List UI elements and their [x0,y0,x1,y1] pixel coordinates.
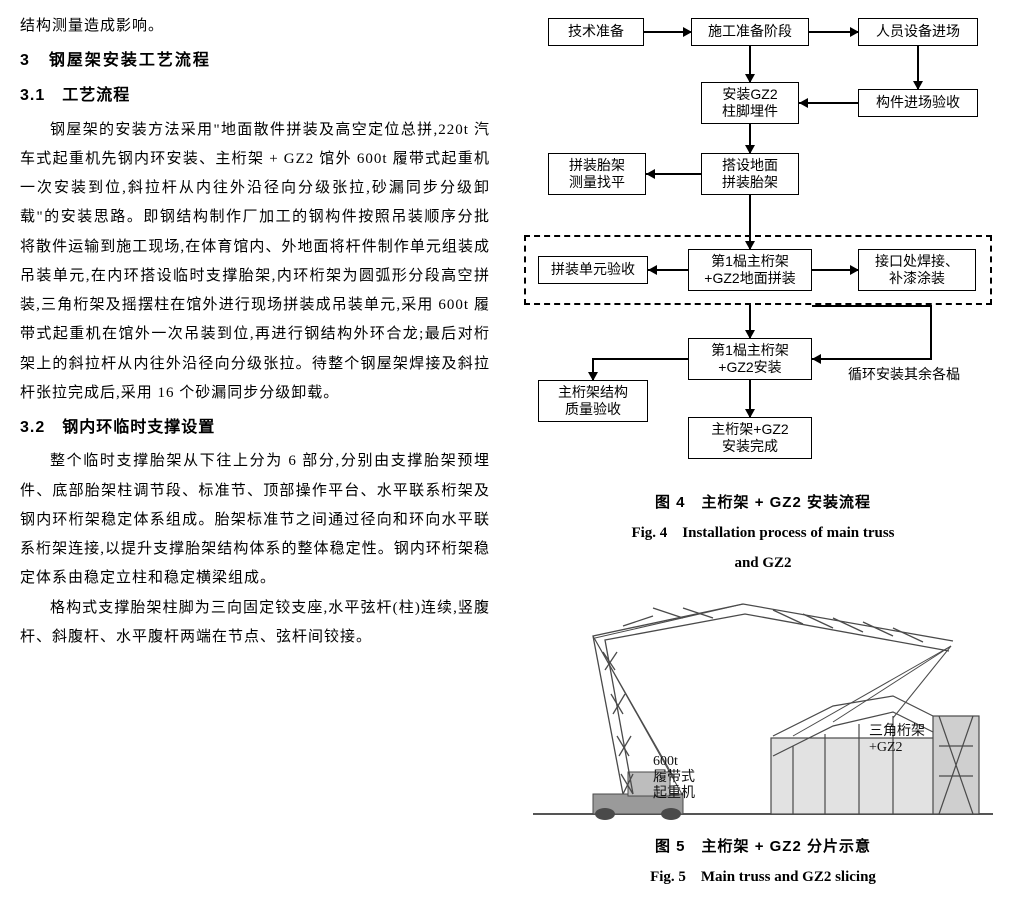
arrow [930,305,932,360]
arrow [648,358,688,360]
arrow-head [745,74,755,83]
crane-svg [533,596,993,826]
box-weld-paint: 接口处焊接、补漆涂装 [858,249,976,291]
box-component-accept: 构件进场验收 [858,89,978,117]
arrow-head [745,145,755,154]
para-3-1: 钢屋架的安装方法采用"地面散件拼装及高空定位总拼,220t 汽车式起重机先钢内环… [20,116,490,409]
heading-3: 3 钢屋架安装工艺流程 [20,45,490,76]
fig4-caption-cn: 图 4 主桁架 + GZ2 安装流程 [518,488,1008,517]
arrow-head [812,354,821,364]
box-assembly-accept: 拼装单元验收 [538,256,648,284]
right-column: 技术准备 施工准备阶段 人员设备进场 安装GZ2柱脚埋件 构件进场验收 拼装胎架… [518,12,1008,892]
arrow [812,305,932,307]
box-install-done: 主桁架+GZ2安装完成 [688,417,812,459]
heading-3-2: 3.2 钢内环临时支撑设置 [20,412,490,443]
box-jig-level: 拼装胎架测量找平 [548,153,646,195]
arrow [812,358,932,360]
box-first-truss-ground: 第1榀主桁架+GZ2地面拼装 [688,249,812,291]
box-personnel: 人员设备进场 [858,18,978,46]
arrow-head [745,409,755,418]
lead-in-line: 结构测量造成影响。 [20,12,490,41]
box-gz2-embed: 安装GZ2柱脚埋件 [701,82,799,124]
arrow-head [745,241,755,250]
fig4-flowchart: 技术准备 施工准备阶段 人员设备进场 安装GZ2柱脚埋件 构件进场验收 拼装胎架… [518,12,998,482]
loop-label: 循环安装其余各榀 [848,362,960,389]
arrow-head [799,98,808,108]
fig4-caption-en-1: Fig. 4 Installation process of main trus… [518,519,1008,548]
arrow-head [588,372,598,381]
arrow-head [913,81,923,90]
para-3-2-b: 格构式支撑胎架柱脚为三向固定铰支座,水平弦杆(柱)连续,竖腹杆、斜腹杆、水平腹杆… [20,594,490,653]
left-column: 结构测量造成影响。 3 钢屋架安装工艺流程 3.1 工艺流程 钢屋架的安装方法采… [20,12,490,892]
box-prep-stage: 施工准备阶段 [691,18,809,46]
para-3-2-a: 整个临时支撑胎架从下往上分为 6 部分,分别由支撑胎架预埋件、底部胎架柱调节段、… [20,447,490,593]
crane-label-600t: 600t履带式起重机 [653,754,695,802]
box-quality-accept: 主桁架结构质量验收 [538,380,648,422]
crane-label-truss: 三角桁架+GZ2 [869,724,925,756]
heading-3-1: 3.1 工艺流程 [20,80,490,111]
box-first-truss-install: 第1榀主桁架+GZ2安装 [688,338,812,380]
arrow-head [683,27,692,37]
arrow-head [850,27,859,37]
fig5-caption-cn: 图 5 主桁架 + GZ2 分片示意 [518,832,1008,861]
arrow-head [646,169,655,179]
box-ground-jig: 搭设地面拼装胎架 [701,153,799,195]
fig4-caption-en-2: and GZ2 [518,549,1008,578]
arrow-head [648,265,657,275]
box-tech-prep: 技术准备 [548,18,644,46]
fig5-caption-en: Fig. 5 Main truss and GZ2 slicing [518,863,1008,892]
page-root: 结构测量造成影响。 3 钢屋架安装工艺流程 3.1 工艺流程 钢屋架的安装方法采… [20,12,1008,892]
arrow-head [745,330,755,339]
arrow [592,358,650,360]
fig5-illustration: 600t履带式起重机 三角桁架+GZ2 [533,596,993,826]
arrow-head [850,265,859,275]
